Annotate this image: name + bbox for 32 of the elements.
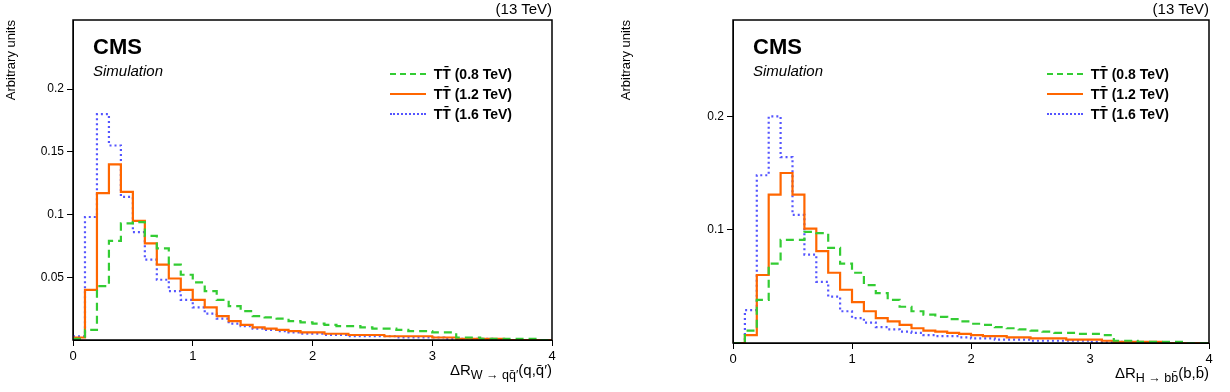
x-tick-label: 3 (1086, 351, 1094, 367)
y-tick-label: 0.1 (47, 206, 65, 221)
legend-label: TT̄ (1.6 TeV) (1090, 106, 1169, 122)
x-tick-label: 3 (428, 348, 436, 364)
x-axis-title: ΔR$_{H → bb̄}$(b,b̄) (1114, 364, 1209, 386)
y-axis-title: Arbitrary units (618, 19, 634, 101)
x-tick-label: 4 (548, 348, 556, 364)
x-tick-label: 2 (967, 351, 975, 367)
y-tick-label: 0.2 (47, 81, 65, 96)
legend-label: TT̄ (0.8 TeV) (433, 66, 512, 82)
legend-label: TT̄ (1.6 TeV) (433, 106, 512, 122)
x-tick-label: 0 (729, 351, 737, 367)
annotation: CMS (753, 34, 802, 60)
x-tick-label: 1 (189, 348, 197, 364)
text: (13 TeV) (1152, 0, 1209, 17)
legend-label: TT̄ (0.8 TeV) (1090, 66, 1169, 82)
y-tick-label: 0.2 (707, 108, 725, 123)
legend-label: TT̄ (1.2 TeV) (433, 86, 512, 102)
y-tick-label: 0.05 (40, 269, 65, 284)
x-tick-label: 4 (1205, 351, 1213, 367)
x-tick-label: 1 (848, 351, 856, 367)
annotation: CMS (93, 34, 142, 60)
annotation: Simulation (93, 62, 164, 79)
annotation: Simulation (753, 62, 824, 79)
x-tick-label: 2 (308, 348, 317, 364)
x-tick-label: 0 (69, 348, 77, 364)
y-tick-label: 0.1 (707, 221, 725, 236)
y-tick-label: 0.15 (40, 144, 65, 159)
y-axis-title: Arbitrary units (3, 19, 19, 101)
legend-label: TT̄ (1.2 TeV) (1090, 86, 1169, 102)
text: (13 TeV) (495, 0, 552, 17)
x-axis-title: ΔR$_{W → qq̄′}$(q,q̄′) (449, 361, 552, 383)
